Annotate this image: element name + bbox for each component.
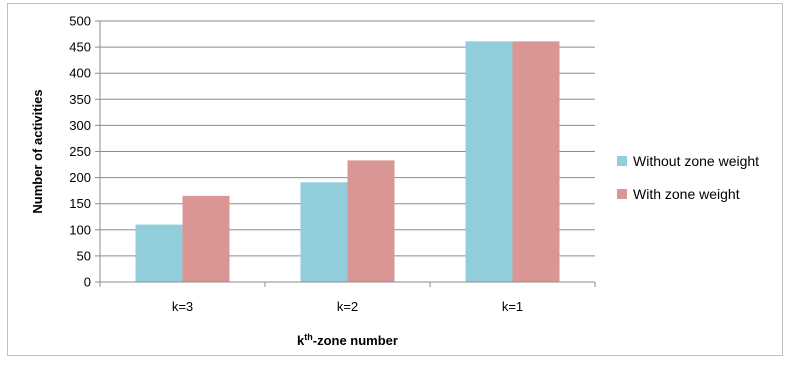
- bar-without-zone-weight: [135, 224, 183, 282]
- legend-label: With zone weight: [633, 186, 740, 202]
- chart-frame: [7, 3, 783, 356]
- x-axis-title-base: k: [297, 333, 305, 348]
- bar-without-zone-weight: [300, 182, 348, 282]
- y-tick-label: 200: [69, 170, 91, 185]
- bar-with-zone-weight: [512, 41, 560, 282]
- y-tick-label: 150: [69, 196, 91, 211]
- x-axis-title: kth-zone number: [297, 332, 398, 348]
- x-tick-label: k=2: [337, 299, 358, 314]
- y-tick-label: 0: [84, 275, 91, 290]
- bars: [135, 41, 560, 282]
- legend-label: Without zone weight: [633, 153, 759, 169]
- legend-swatch: [617, 156, 627, 166]
- y-tick-label: 300: [69, 118, 91, 133]
- y-tick-label: 350: [69, 92, 91, 107]
- y-tick-label: 100: [69, 222, 91, 237]
- axes: [95, 20, 596, 287]
- x-axis-title-rest: -zone number: [313, 333, 398, 348]
- y-tick-label: 250: [69, 144, 91, 159]
- x-axis-title-superscript: th: [304, 332, 313, 342]
- y-axis-title: Number of activities: [30, 89, 45, 213]
- bar-without-zone-weight: [465, 41, 513, 282]
- y-tick-label: 400: [69, 66, 91, 81]
- x-tick-label: k=1: [502, 299, 523, 314]
- bar-with-zone-weight: [182, 195, 230, 282]
- tick-labels: 0 50 100 150 200 250 300 350 400 450 500 k=3 k=2 k=1: [69, 14, 523, 315]
- bar-with-zone-weight: [347, 160, 395, 282]
- x-tick-label: k=3: [172, 299, 193, 314]
- legend: Without zone weight With zone weight: [617, 153, 759, 202]
- legend-swatch: [617, 189, 627, 199]
- y-tick-label: 450: [69, 40, 91, 55]
- y-tick-label: 50: [77, 248, 91, 263]
- y-tick-label: 500: [69, 14, 91, 29]
